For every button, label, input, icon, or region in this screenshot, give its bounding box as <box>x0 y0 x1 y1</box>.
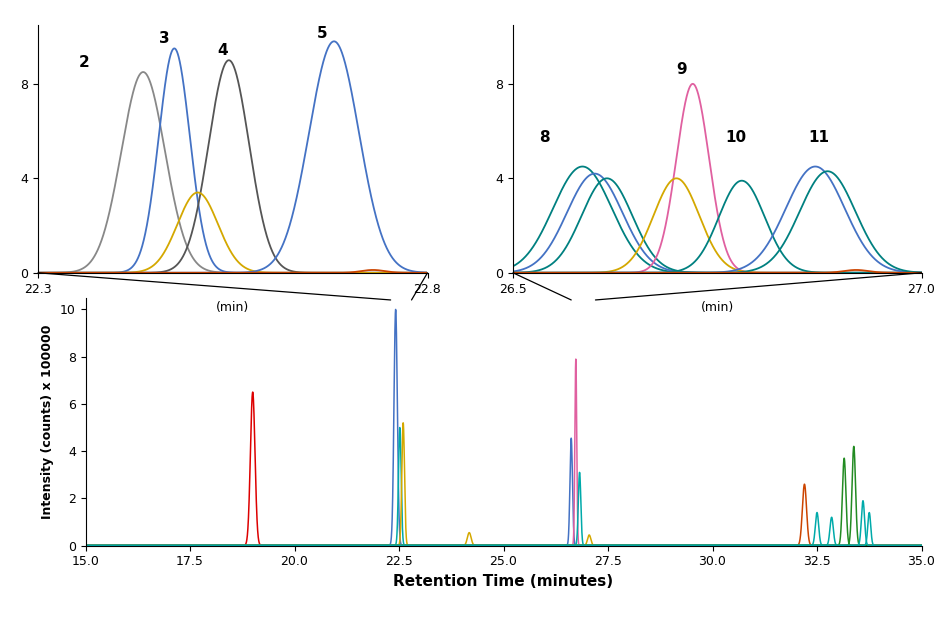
X-axis label: Retention Time (minutes): Retention Time (minutes) <box>393 574 614 589</box>
X-axis label: (min): (min) <box>216 301 249 314</box>
Text: 4: 4 <box>218 43 228 58</box>
Text: 10: 10 <box>726 130 747 145</box>
X-axis label: (min): (min) <box>700 301 733 314</box>
Y-axis label: Intensity (counts) x 100000: Intensity (counts) x 100000 <box>42 324 54 519</box>
Text: 11: 11 <box>808 130 829 145</box>
Text: 2: 2 <box>79 55 89 69</box>
Text: 3: 3 <box>159 31 169 46</box>
Text: 8: 8 <box>540 130 550 145</box>
Text: 9: 9 <box>676 62 687 77</box>
Text: 5: 5 <box>317 26 328 42</box>
